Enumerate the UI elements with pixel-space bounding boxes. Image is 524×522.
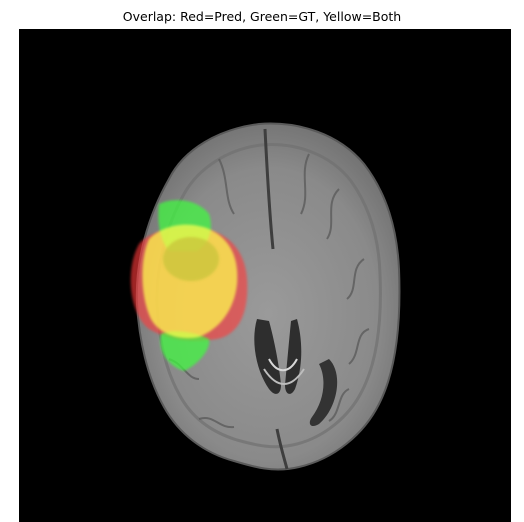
mri-overlay-image	[130, 122, 401, 471]
ventricles	[254, 319, 305, 394]
posterior-dark-gyrus	[309, 359, 338, 427]
midline-fissure	[263, 128, 275, 250]
mri-image-axes	[19, 29, 511, 522]
posterior-fissure	[275, 428, 289, 470]
ground-truth-region-green-lower	[160, 331, 210, 371]
figure-title: Overlap: Red=Pred, Green=GT, Yellow=Both	[122, 9, 402, 24]
tumor-core	[163, 237, 219, 281]
